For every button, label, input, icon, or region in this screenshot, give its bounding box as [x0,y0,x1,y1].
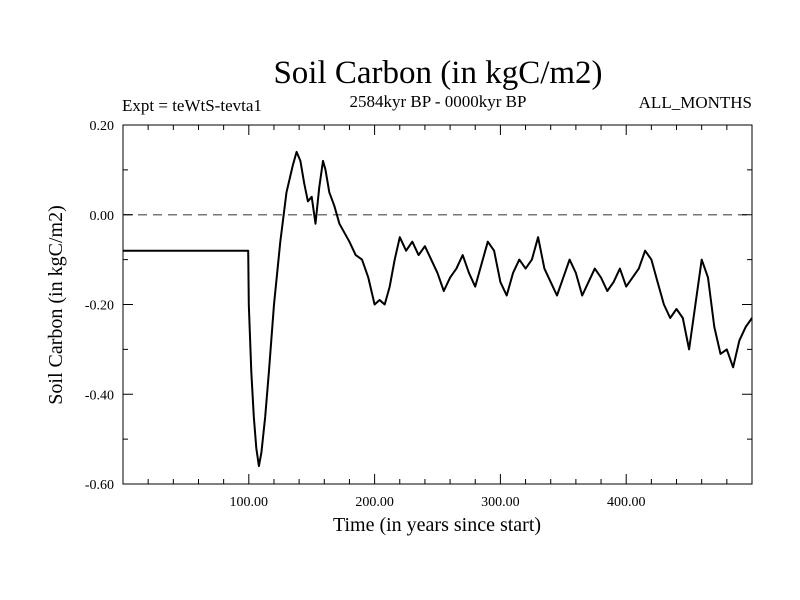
series-line-soil-carbon [123,150,753,468]
y-tick-label: -0.60 [85,478,114,493]
months-label: ALL_MONTHS [639,93,752,112]
x-tick-label: 300.00 [481,495,520,510]
y-ticks: -0.60 -0.40 -0.20 0.00 0.20 [85,119,752,493]
x-axis-label: Time (in years since start) [333,514,541,536]
x-tick-label: 400.00 [607,495,646,510]
plot-frame [122,124,753,485]
experiment-label: Expt = teWtS-tevta1 [122,96,262,115]
time-range-label: 2584kyr BP - 0000kyr BP [350,92,527,111]
x-tick-label: 200.00 [355,495,394,510]
x-tick-label: 100.00 [230,495,269,510]
y-tick-label: 0.20 [90,119,115,134]
x-ticks: 100.00 200.00 300.00 400.00 [147,125,728,510]
y-tick-label: -0.40 [85,388,114,403]
y-axis-label: Soil Carbon (in kgC/m2) [45,205,67,404]
chart-title: Soil Carbon (in kgC/m2) [273,55,602,91]
y-tick-label: 0.00 [90,209,115,224]
y-tick-label: -0.20 [85,299,114,314]
